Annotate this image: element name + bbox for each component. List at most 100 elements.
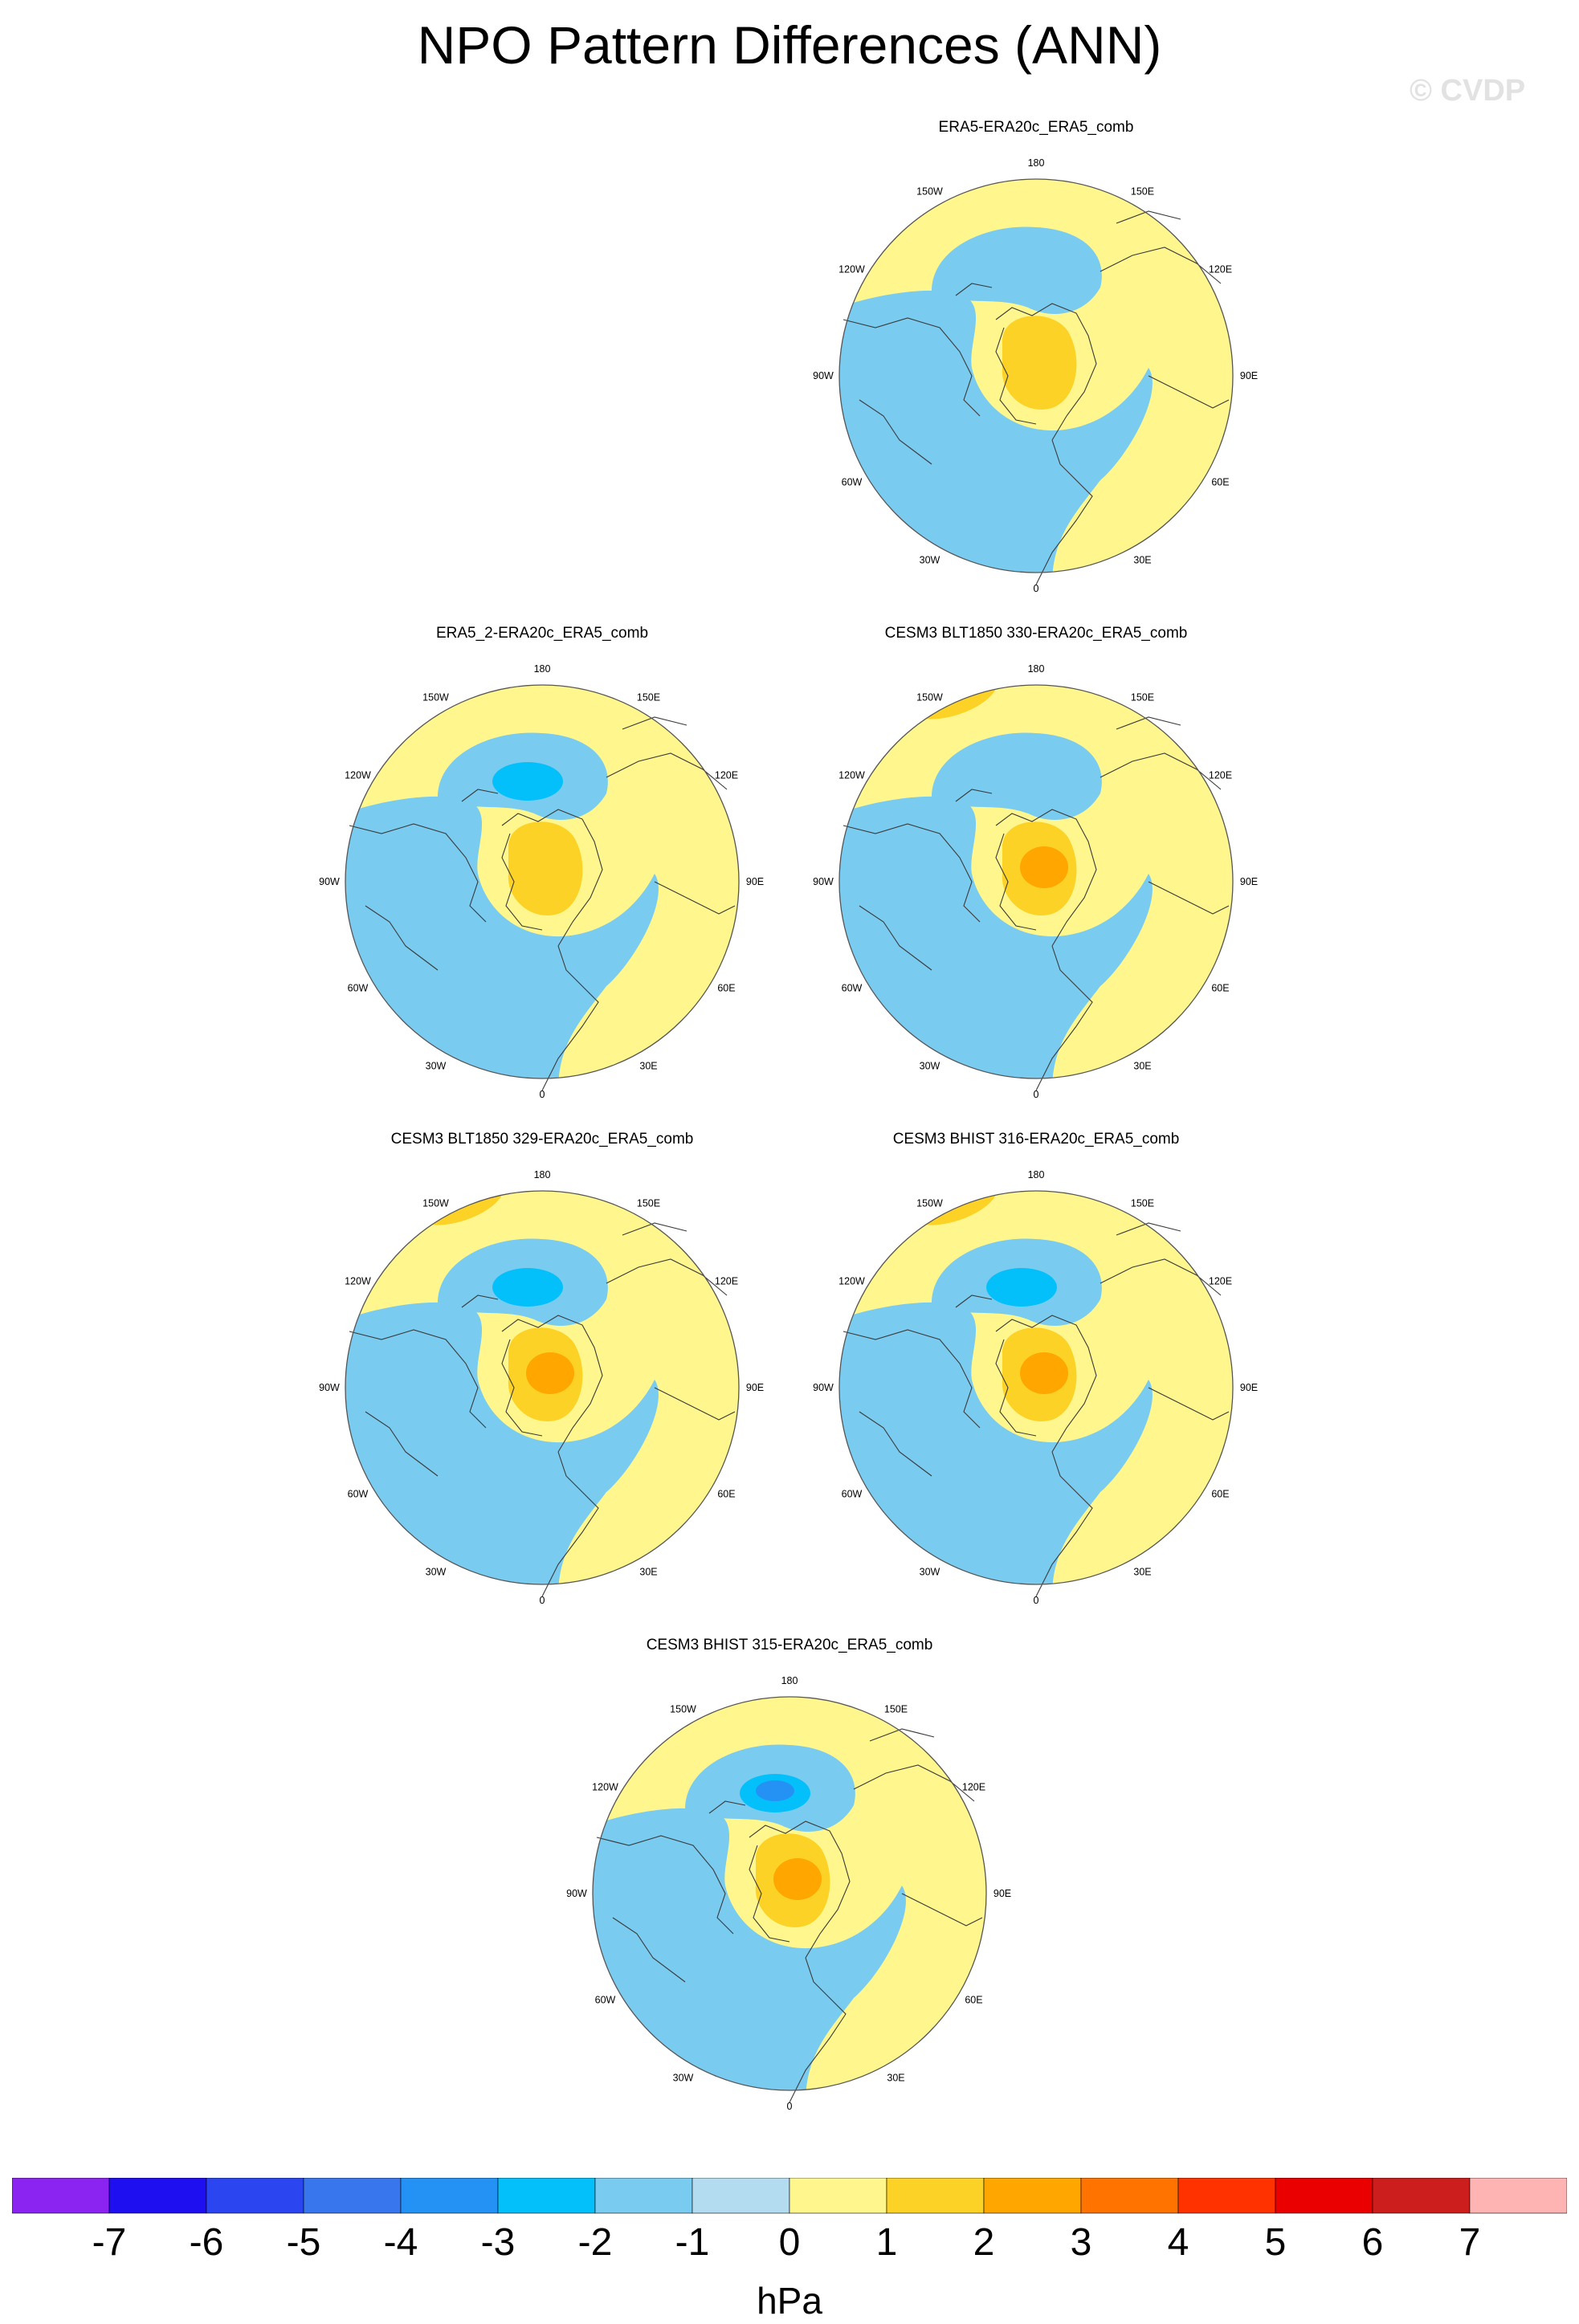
contour-pacific-neg-2	[986, 1268, 1057, 1307]
longitude-label: 30E	[639, 1060, 657, 1071]
contour-pacific-neg-2	[492, 762, 563, 801]
contour-center-pos-2	[1002, 316, 1077, 410]
colorbar-tick-label: 3	[1071, 2221, 1092, 2264]
longitude-label: 60W	[842, 477, 863, 488]
colorbar-swatch	[692, 2178, 790, 2214]
longitude-label: 60W	[348, 983, 369, 994]
colorbar-swatch	[400, 2178, 499, 2214]
longitude-label: 90E	[1240, 876, 1258, 887]
colorbar-swatch	[206, 2178, 304, 2214]
longitude-label: 150W	[670, 1704, 696, 1715]
longitude-label: 60W	[842, 983, 863, 994]
colorbar-swatch	[1080, 2178, 1179, 2214]
colorbar-tick-label: 1	[876, 2221, 898, 2264]
figure-title: NPO Pattern Differences (ANN)	[417, 15, 1162, 75]
contour-pacific-neg-1	[932, 226, 1102, 314]
map-boundary	[345, 1190, 740, 1585]
longitude-label: 120E	[715, 1276, 738, 1287]
longitude-label: 30E	[1133, 1566, 1151, 1577]
longitude-label: 180	[1028, 1169, 1045, 1180]
colorbar-tick-label: -5	[287, 2221, 321, 2264]
longitude-label: 120W	[592, 1782, 618, 1793]
panel-title: CESM3 BHIST 315-ERA20c_ERA5_comb	[646, 1637, 933, 1653]
longitude-label: 150E	[884, 1704, 908, 1715]
longitude-label: 30W	[426, 1060, 447, 1071]
colorbar-swatch	[497, 2178, 596, 2214]
map-panel-4: CESM3 BLT1850 329-ERA20c_ERA5_comb 180 15…	[317, 1131, 767, 1629]
longitude-label: 90E	[1240, 370, 1258, 381]
colorbar-tick-label: -2	[578, 2221, 613, 2264]
coastlines	[843, 1222, 1230, 1597]
longitude-label: 90W	[813, 1382, 834, 1393]
longitude-label: 120W	[838, 770, 865, 781]
longitude-label: 150W	[422, 692, 449, 703]
polar-map: 180 150E 120E 90E 60E 30E 0 30W 60W 90W 120W 150W	[813, 663, 1258, 1100]
longitude-label: 60W	[348, 1489, 369, 1500]
map-panel-1: ERA5-ERA20c_ERA5_comb 180 150E 120E 90E 60E 3…	[811, 119, 1261, 617]
coastlines	[843, 716, 1230, 1091]
longitude-label: 150W	[916, 692, 943, 703]
map-panel-2: ERA5_2-ERA20c_ERA5_comb 180 150E 120E 90E 60…	[317, 625, 767, 1123]
colorbar-swatch	[983, 2178, 1082, 2214]
colorbar-swatch	[1275, 2178, 1373, 2214]
map-panel-3: CESM3 BLT1850 330-ERA20c_ERA5_comb 180 15…	[811, 625, 1261, 1123]
longitude-label: 30E	[1133, 554, 1151, 565]
contour-fill	[839, 179, 1233, 573]
colorbar-tick-label: -6	[190, 2221, 224, 2264]
longitude-label: 90W	[319, 876, 340, 887]
contour-center-pos-2	[508, 822, 583, 915]
polar-map: 180 150E 120E 90E 60E 30E 0 30W 60W 90W 120W 150W	[319, 1169, 764, 1606]
longitude-label: 0	[1034, 583, 1039, 594]
contour-center-pos-3	[526, 1352, 574, 1394]
longitude-label: 120E	[962, 1782, 985, 1793]
longitude-label: 60E	[717, 983, 735, 994]
longitude-label: 0	[540, 1595, 545, 1606]
coastlines	[349, 1222, 736, 1597]
longitude-label: 60E	[717, 1489, 735, 1500]
longitude-label: 90E	[746, 876, 764, 887]
longitude-label: 60E	[1211, 477, 1229, 488]
longitude-label: 180	[534, 663, 551, 675]
map-panel-6: CESM3 BHIST 315-ERA20c_ERA5_comb 180 150E…	[565, 1637, 1014, 2134]
longitude-label: 150E	[1131, 186, 1154, 198]
polar-map: 180 150E 120E 90E 60E 30E 0 30W 60W 90W 120W 150W	[813, 157, 1258, 594]
polar-map: 180 150E 120E 90E 60E 30E 0 30W 60W 90W 120W 150W	[566, 1675, 1011, 2112]
contour-center-pos-3	[1020, 846, 1068, 888]
longitude-label: 0	[540, 1089, 545, 1100]
contour-fill	[345, 1191, 739, 1584]
map-boundary	[838, 684, 1234, 1079]
panel-title: ERA5-ERA20c_ERA5_comb	[938, 119, 1134, 136]
longitude-label: 90E	[994, 1888, 1011, 1899]
map-panel-5: CESM3 BHIST 316-ERA20c_ERA5_comb 180 150E…	[811, 1131, 1261, 1629]
longitude-label: 150E	[1131, 1198, 1154, 1209]
longitude-label: 150W	[422, 1198, 449, 1209]
colorbar-tick-label: 7	[1459, 2221, 1481, 2264]
panel-title: ERA5_2-ERA20c_ERA5_comb	[435, 625, 649, 642]
longitude-label: 0	[787, 2101, 793, 2112]
longitude-label: 0	[1034, 1089, 1039, 1100]
longitude-label: 0	[1034, 1595, 1039, 1606]
longitude-label: 60E	[1211, 983, 1229, 994]
colorbar-swatch	[789, 2178, 887, 2214]
colorbar-tick-label: 0	[779, 2221, 801, 2264]
colorbar-tick-label: -7	[92, 2221, 127, 2264]
longitude-label: 120E	[1209, 770, 1232, 781]
colorbar-swatch	[1177, 2178, 1276, 2214]
longitude-label: 120W	[345, 1276, 371, 1287]
coastlines	[349, 716, 736, 1091]
longitude-label: 180	[781, 1675, 798, 1686]
panel-title: CESM3 BLT1850 330-ERA20c_ERA5_comb	[884, 625, 1188, 642]
longitude-label: 60W	[595, 1995, 616, 2006]
longitude-label: 30E	[639, 1566, 657, 1577]
longitude-label: 30W	[920, 554, 940, 565]
contour-neg-1	[593, 1808, 906, 2090]
colorbar-tick-label: 5	[1265, 2221, 1287, 2264]
colorbar-tick-label: -4	[384, 2221, 418, 2264]
colorbar-swatch	[303, 2178, 402, 2214]
contour-fill	[839, 1191, 1233, 1584]
longitude-label: 120W	[838, 264, 865, 275]
longitude-label: 90W	[319, 1382, 340, 1393]
coastlines	[843, 210, 1230, 585]
panel-title: CESM3 BHIST 316-ERA20c_ERA5_comb	[892, 1131, 1180, 1148]
contour-fill	[593, 1697, 986, 2090]
